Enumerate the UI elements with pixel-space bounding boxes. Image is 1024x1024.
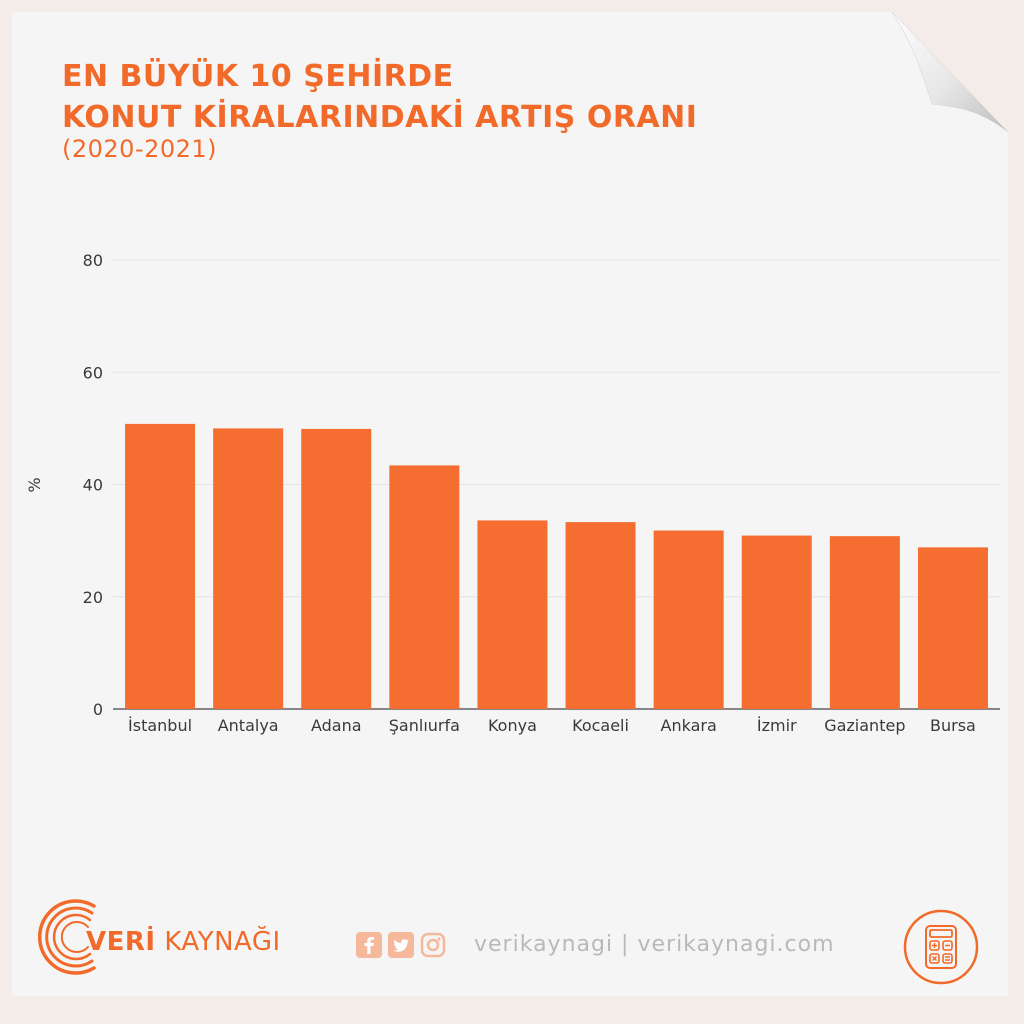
bar — [829, 536, 900, 709]
x-tick-label: Gaziantep — [824, 716, 905, 735]
chart-title: EN BÜYÜK 10 ŞEHİRDE KONUT KİRALARINDAKİ … — [62, 56, 697, 138]
x-tick-label: Antalya — [218, 716, 279, 735]
x-tick-label: Kocaeli — [572, 716, 629, 735]
brand-name: VERİ KAYNAĞI — [86, 927, 281, 957]
y-tick-label: 40 — [83, 476, 103, 495]
logo-arcs-icon — [38, 899, 96, 975]
chart-subtitle: (2020-2021) — [62, 135, 218, 163]
page-curl — [892, 12, 1008, 132]
bar — [389, 465, 460, 709]
bar — [301, 428, 372, 709]
x-tick-label: Bursa — [930, 716, 976, 735]
x-tick-label: Ankara — [661, 716, 717, 735]
x-tick-label: Konya — [488, 716, 537, 735]
x-tick-label: İzmir — [757, 716, 797, 735]
y-tick-label: 0 — [93, 700, 103, 719]
x-tick-label: Adana — [311, 716, 362, 735]
brand-rest: KAYNAĞI — [155, 927, 281, 957]
title-line-2: KONUT KİRALARINDAKİ ARTIŞ ORANI — [62, 100, 698, 135]
calculator-icon — [903, 909, 979, 985]
y-axis-ticks: 0 20 40 60 80 — [83, 251, 103, 719]
bar — [213, 428, 284, 709]
bar — [917, 547, 988, 709]
bar — [741, 535, 812, 709]
bar — [565, 522, 636, 709]
brand-bold: VERİ — [86, 927, 156, 957]
y-tick-label: 80 — [83, 251, 103, 270]
facebook-icon[interactable] — [356, 932, 382, 958]
title-line-1: EN BÜYÜK 10 ŞEHİRDE — [62, 59, 454, 94]
bar — [125, 423, 196, 709]
bars — [125, 423, 988, 709]
bar — [653, 530, 724, 709]
website-text[interactable]: verikaynagi | verikaynagi.com — [474, 932, 835, 957]
y-tick-label: 20 — [83, 588, 103, 607]
bar — [477, 520, 548, 709]
x-tick-label: Şanlıurfa — [389, 716, 460, 735]
x-axis-ticks: İstanbul Antalya Adana Şanlıurfa Konya Kocael… — [128, 716, 976, 735]
twitter-icon[interactable] — [388, 932, 414, 958]
instagram-icon[interactable] — [420, 932, 446, 958]
y-tick-label: 60 — [83, 363, 103, 382]
x-tick-label: İstanbul — [128, 716, 192, 735]
social-links — [356, 932, 446, 958]
y-axis-label: % — [25, 477, 44, 492]
